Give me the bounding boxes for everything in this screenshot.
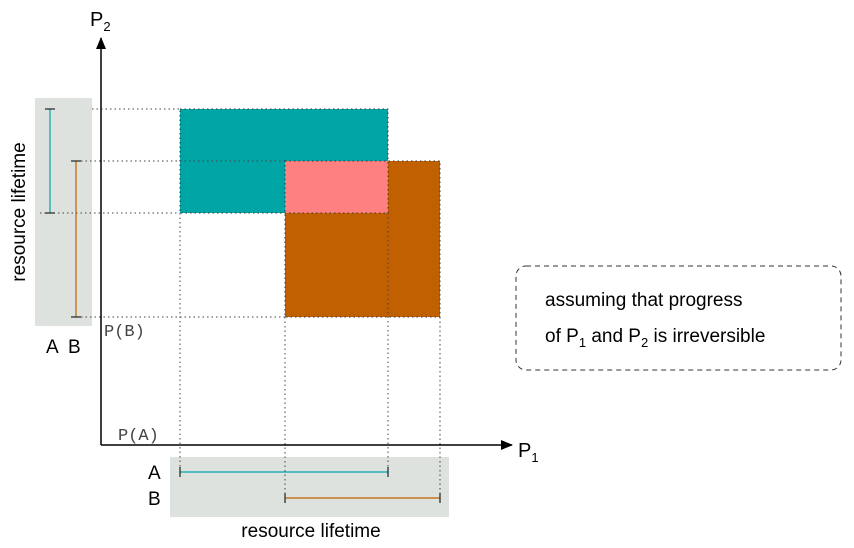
region-b-outline <box>284 160 441 318</box>
vertical-legend-label-b: B <box>68 337 81 358</box>
note-line-2: of P1 and P2 is irreversible <box>545 326 765 350</box>
note-line-1: assuming that progress <box>545 290 743 311</box>
marker-pa: P(A) <box>118 427 159 446</box>
horizontal-legend-background <box>170 457 449 517</box>
horizontal-legend-title: resource lifetime <box>241 521 380 542</box>
x-axis-label: P1 <box>518 440 539 465</box>
overlap-region <box>285 161 388 213</box>
vertical-legend-background <box>35 98 92 326</box>
vertical-legend-title: resource lifetime <box>9 142 30 281</box>
vertical-interval-a <box>45 108 55 214</box>
horizontal-interval-b <box>284 493 441 503</box>
note-box <box>515 265 842 371</box>
y-axis-label: P2 <box>90 9 111 34</box>
horizontal-interval-a <box>179 467 389 477</box>
marker-pb: P(B) <box>104 323 145 342</box>
vertical-legend-label-a: A <box>46 337 59 358</box>
horizontal-legend-label-a: A <box>148 463 161 484</box>
horizontal-legend-label-b: B <box>148 489 161 510</box>
vertical-interval-b <box>71 160 81 318</box>
